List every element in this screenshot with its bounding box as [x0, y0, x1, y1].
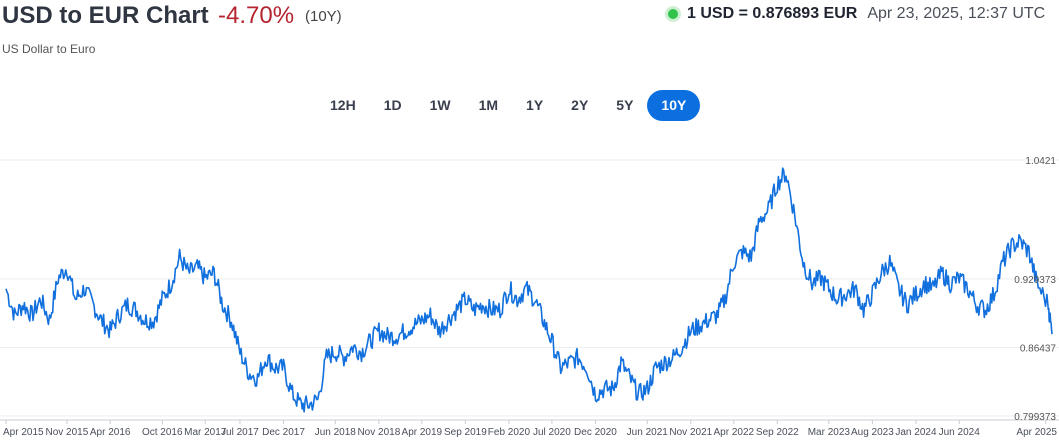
x-tick-label: Sep 2019	[444, 427, 487, 438]
x-tick-label: Apr 2016	[90, 427, 131, 438]
x-tick-label: Jun 2021	[627, 427, 669, 438]
rate-value: 1 USD = 0.876893 EUR	[687, 5, 858, 22]
page-subtitle: US Dollar to Euro	[2, 42, 96, 56]
page-title: USD to EUR Chart	[2, 2, 209, 29]
x-tick-label: Apr 2022	[713, 427, 754, 438]
x-tick-label: Oct 2016	[142, 427, 183, 438]
y-tick-label: 0.86437	[1020, 343, 1057, 354]
x-tick-label: Jun 2018	[315, 427, 357, 438]
range-button-1y[interactable]: 1Y	[526, 97, 544, 113]
rate-timestamp: Apr 23, 2025, 12:37 UTC	[867, 5, 1046, 22]
change-period: (10Y)	[305, 8, 342, 25]
y-tick-label: 0.929373	[1014, 275, 1056, 286]
x-tick-label: Aug 2023	[851, 427, 894, 438]
range-button-12h[interactable]: 12H	[330, 97, 356, 113]
chart-header: USD to EUR Chart -4.70% (10Y) US Dollar …	[0, 0, 1059, 60]
range-button-10y[interactable]: 10Y	[647, 90, 701, 121]
x-tick-label: Nov 2015	[46, 427, 89, 438]
live-rate: 1 USD = 0.876893 EUR Apr 23, 2025, 12:37…	[668, 5, 1045, 23]
x-tick-label: Nov 2018	[357, 427, 400, 438]
x-tick-label: Dec 2020	[574, 427, 617, 438]
x-tick-label: Apr 2015	[3, 427, 44, 438]
x-tick-label: Mar 2017	[184, 427, 227, 438]
x-tick-label: Nov 2021	[669, 427, 712, 438]
x-tick-label: Apr 2025	[1016, 427, 1057, 438]
x-tick-label: Apr 2019	[402, 427, 443, 438]
range-button-1d[interactable]: 1D	[383, 97, 402, 113]
range-button-1m[interactable]: 1M	[478, 97, 499, 113]
x-tick-label: Dec 2017	[262, 427, 305, 438]
range-button-5y[interactable]: 5Y	[616, 97, 634, 113]
x-tick-label: Jan 2024	[895, 427, 937, 438]
y-tick-label: 0.799373	[1014, 412, 1056, 423]
x-tick-label: Jul 2020	[533, 427, 571, 438]
range-button-1w[interactable]: 1W	[429, 97, 451, 113]
series-line	[5, 167, 1053, 413]
range-selector: 12H 1D 1W 1M 1Y 2Y 5Y 10Y	[316, 90, 701, 121]
x-tick-label: Jun 2024	[939, 427, 981, 438]
x-tick-label: Jul 2017	[221, 427, 259, 438]
live-indicator-icon	[668, 9, 678, 19]
change-percent: -4.70%	[218, 2, 295, 29]
x-tick-label: Feb 2020	[488, 427, 531, 438]
y-tick-label: 1.0421	[1025, 156, 1056, 167]
range-button-2y[interactable]: 2Y	[571, 97, 589, 113]
x-tick-label: Sep 2022	[756, 427, 799, 438]
x-tick-label: Mar 2023	[808, 427, 851, 438]
